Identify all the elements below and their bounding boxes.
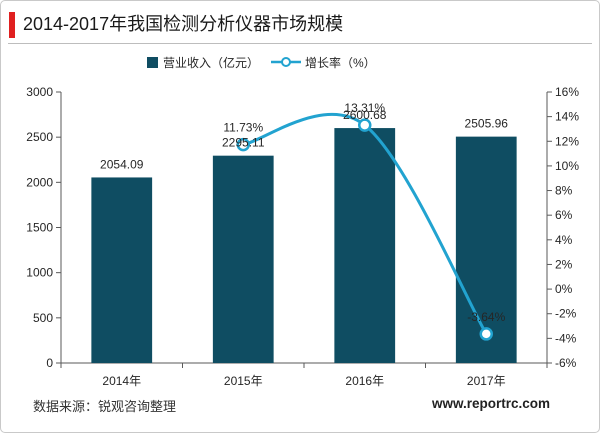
website-url: www.reportrc.com bbox=[431, 396, 550, 411]
chart-title: 2014-2017年我国检测分析仪器市场规模 bbox=[23, 14, 344, 34]
left-y-tick-label: 1500 bbox=[26, 221, 53, 235]
revenue-bar-label: 2600.68 bbox=[343, 108, 387, 122]
growth-rate-label: 11.73% bbox=[223, 121, 263, 135]
left-y-tick-label: 1000 bbox=[26, 266, 53, 280]
growth-rate-label: 13.31% bbox=[344, 101, 385, 115]
x-tick-label: 2014年 bbox=[102, 374, 141, 388]
right-y-tick-label: 10% bbox=[555, 159, 579, 173]
right-y-tick-label: -4% bbox=[555, 331, 577, 345]
revenue-bar bbox=[212, 155, 274, 363]
axes-group: 0 500 1000 1500 2000 2500 3000 -6% -4% -2% 0% 2% 4% 6… bbox=[26, 85, 579, 388]
title-accent-bar bbox=[9, 12, 15, 38]
left-y-tick-label: 500 bbox=[33, 311, 53, 325]
right-y-tick-label: 2% bbox=[555, 257, 573, 271]
left-y-tick-label: 3000 bbox=[26, 85, 53, 99]
growth-rate-label: -3.64% bbox=[467, 310, 505, 324]
growth-rate-marker bbox=[236, 137, 250, 152]
right-y-tick-label: -6% bbox=[555, 356, 577, 370]
growth-line-group bbox=[236, 112, 493, 341]
title-divider bbox=[8, 43, 592, 44]
right-y-tick-label: 12% bbox=[555, 134, 579, 148]
revenue-bar bbox=[334, 128, 396, 363]
x-tick-label: 2016年 bbox=[345, 374, 384, 388]
bars-group bbox=[91, 128, 517, 363]
growth-rate-marker bbox=[479, 327, 493, 341]
labels-group: 2054.09 2295.11 2600.68 2505.96 11.73% 13.31%… bbox=[100, 101, 508, 324]
right-y-tick-label: -2% bbox=[555, 307, 577, 321]
legend-label-revenue: 营业收入（亿元） bbox=[163, 55, 260, 70]
revenue-bar bbox=[91, 177, 153, 363]
right-y-tick-label: 14% bbox=[555, 110, 579, 124]
left-y-tick-label: 0 bbox=[46, 356, 53, 370]
data-source-note: 数据来源：锐观咨询整理 bbox=[33, 399, 177, 414]
right-y-tick-label: 4% bbox=[555, 233, 573, 247]
left-y-tick-label: 2500 bbox=[26, 130, 53, 144]
revenue-bar-label: 2505.96 bbox=[465, 117, 509, 131]
left-y-tick-label: 2000 bbox=[26, 175, 53, 189]
right-y-tick-label: 0% bbox=[555, 282, 573, 296]
revenue-bar bbox=[455, 136, 517, 363]
right-y-tick-label: 6% bbox=[555, 208, 573, 222]
legend: 营业收入（亿元） 增长率（%） bbox=[147, 54, 376, 70]
legend-line-swatch bbox=[271, 56, 302, 68]
right-y-tick-label: 8% bbox=[555, 184, 573, 198]
legend-bar-swatch bbox=[147, 56, 158, 68]
legend-label-growth: 增长率（%） bbox=[305, 55, 376, 70]
x-tick-label: 2017年 bbox=[467, 374, 506, 388]
revenue-bar-label: 2054.09 bbox=[100, 157, 144, 171]
x-tick-label: 2015年 bbox=[224, 374, 263, 388]
right-y-tick-label: 16% bbox=[555, 85, 579, 99]
revenue-bar-label: 2295.11 bbox=[222, 136, 265, 150]
growth-rate-marker bbox=[358, 118, 372, 132]
